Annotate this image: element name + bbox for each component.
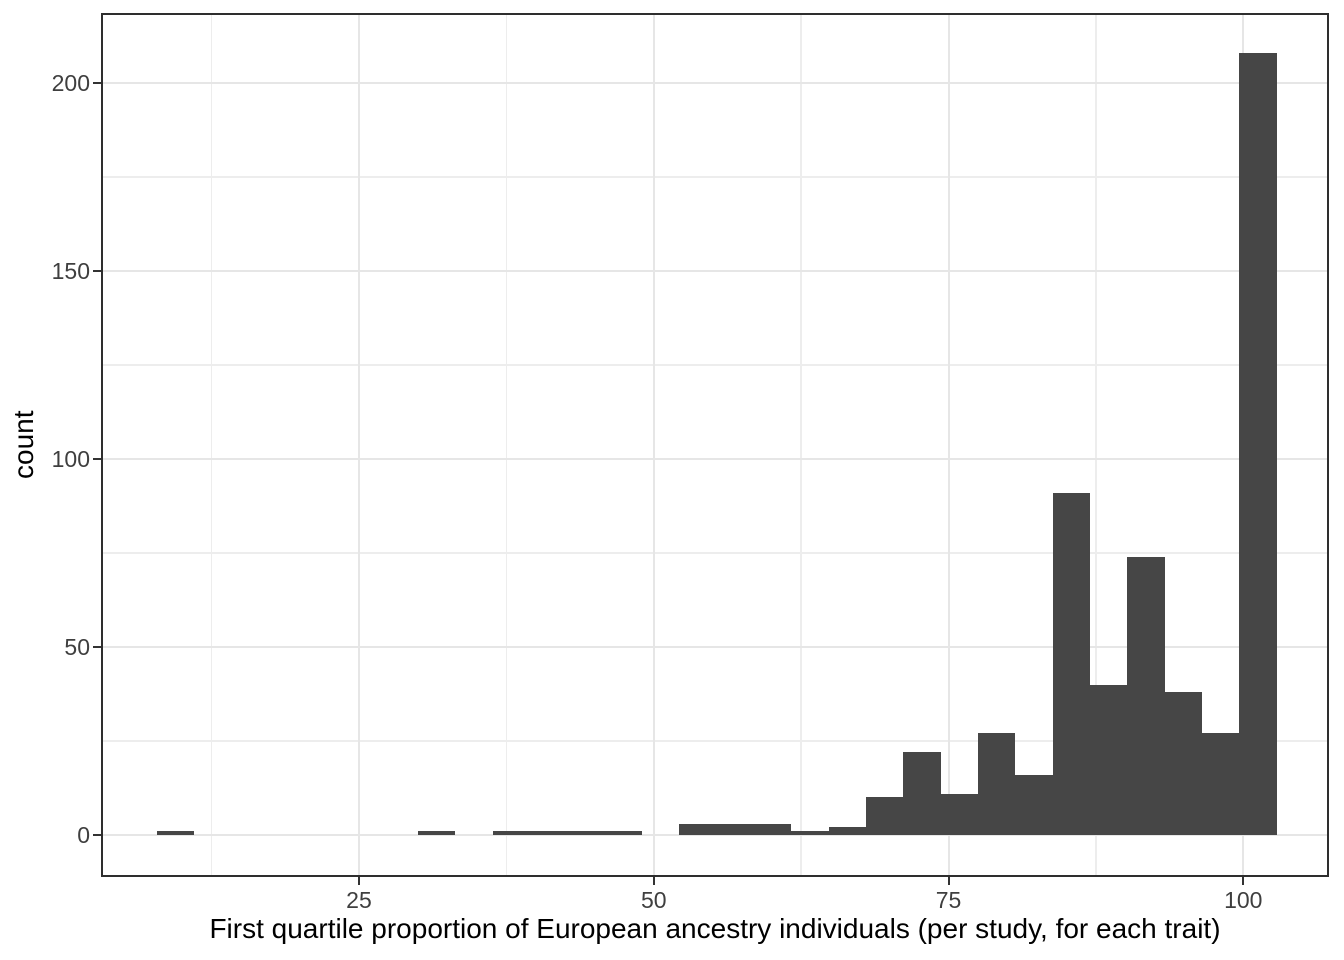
y-tick-mark bbox=[93, 833, 101, 836]
y-major-gridline bbox=[101, 270, 1329, 273]
x-tick-mark bbox=[357, 877, 360, 885]
histogram-bar bbox=[866, 797, 904, 835]
x-tick-label: 75 bbox=[935, 887, 962, 913]
y-tick-mark bbox=[93, 82, 101, 85]
histogram-bar bbox=[828, 827, 866, 835]
y-major-gridline bbox=[101, 833, 1329, 836]
histogram-bar bbox=[417, 831, 456, 835]
histogram-bar bbox=[791, 831, 829, 835]
x-minor-gridline bbox=[800, 13, 802, 877]
y-major-gridline bbox=[101, 82, 1329, 85]
histogram-bar bbox=[1127, 556, 1165, 835]
y-minor-gridline bbox=[101, 176, 1329, 178]
y-tick-label: 0 bbox=[77, 821, 90, 848]
x-minor-gridline bbox=[210, 13, 213, 877]
histogram-bar bbox=[1015, 774, 1053, 835]
histogram-bar bbox=[529, 831, 568, 835]
histogram-bar bbox=[753, 823, 792, 835]
x-tick-mark bbox=[947, 877, 950, 885]
y-tick-mark bbox=[93, 270, 101, 273]
x-tick-label: 50 bbox=[640, 887, 667, 913]
y-tick-label: 50 bbox=[64, 634, 90, 660]
histogram-bar bbox=[1239, 53, 1277, 835]
histogram-bar bbox=[978, 733, 1016, 835]
x-major-gridline bbox=[947, 13, 950, 877]
y-tick-mark bbox=[93, 646, 101, 648]
x-minor-gridline bbox=[505, 13, 508, 877]
y-axis-title: count bbox=[8, 410, 39, 480]
y-minor-gridline bbox=[101, 364, 1329, 366]
x-tick-label: 25 bbox=[346, 887, 372, 913]
y-minor-gridline bbox=[101, 740, 1329, 742]
histogram-bar bbox=[1202, 733, 1240, 835]
histogram-bar bbox=[492, 831, 530, 835]
histogram-bar bbox=[1164, 692, 1203, 835]
histogram-bar bbox=[567, 831, 605, 835]
histogram-bar bbox=[604, 831, 642, 835]
y-tick-label: 100 bbox=[51, 446, 90, 473]
histogram-bar bbox=[1090, 684, 1128, 835]
x-minor-gridline bbox=[1095, 13, 1097, 877]
x-tick-label: 100 bbox=[1224, 887, 1263, 913]
y-tick-mark bbox=[93, 458, 101, 461]
x-major-gridline bbox=[357, 13, 360, 877]
histogram-bar bbox=[156, 831, 194, 835]
histogram-bar bbox=[716, 823, 754, 835]
histogram-bar bbox=[940, 793, 979, 835]
y-tick-label: 150 bbox=[51, 258, 90, 285]
y-major-gridline bbox=[101, 458, 1329, 461]
y-major-gridline bbox=[101, 646, 1329, 648]
x-tick-mark bbox=[652, 877, 655, 885]
x-axis-title: First quartile proportion of European an… bbox=[209, 913, 1221, 944]
histogram-bar bbox=[903, 752, 941, 835]
y-minor-gridline bbox=[101, 552, 1329, 554]
plot-panel bbox=[101, 13, 1329, 877]
x-tick-mark bbox=[1242, 877, 1245, 885]
histogram-bar bbox=[679, 823, 717, 835]
x-major-gridline bbox=[652, 13, 655, 877]
histogram-bar bbox=[1052, 492, 1091, 835]
y-tick-label: 200 bbox=[51, 70, 90, 97]
